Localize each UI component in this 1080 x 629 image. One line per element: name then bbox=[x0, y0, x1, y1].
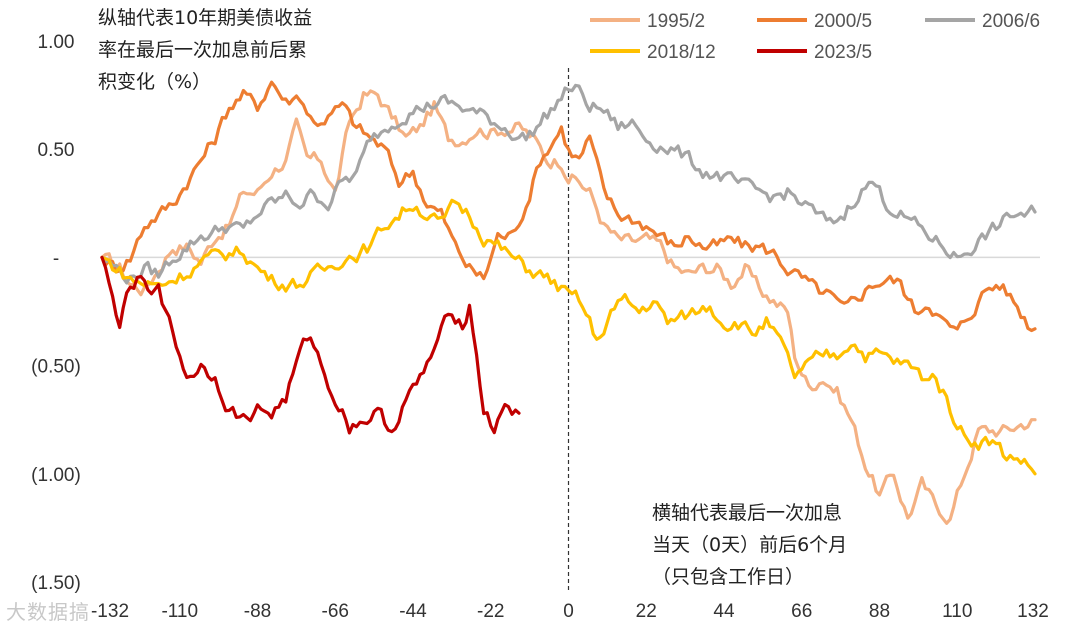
x-tick-label: 88 bbox=[869, 601, 890, 622]
y-tick-label: (1.50) bbox=[31, 573, 81, 594]
legend: 1995/2 2000/5 2006/6 2018/12 2023/5 bbox=[590, 11, 1040, 63]
x-tick-label: -110 bbox=[161, 601, 198, 622]
series-line-1995-2 bbox=[100, 89, 1037, 525]
series-line-2018-12 bbox=[100, 198, 1037, 476]
y-tick-label: (1.00) bbox=[31, 465, 81, 486]
x-axis-note-line: 当天（0天）前后6个月 bbox=[652, 534, 848, 556]
x-tick-label: -132 bbox=[91, 601, 129, 622]
y-axis-note: 纵轴代表10年期美债收益 率在最后一次加息前后累 积变化（%） bbox=[98, 2, 312, 98]
legend-label: 2018/12 bbox=[647, 42, 716, 63]
series-line-2000-5 bbox=[100, 80, 1037, 333]
series-line-2023-5 bbox=[100, 255, 521, 435]
watermark: 大数据搞 bbox=[6, 600, 90, 624]
legend-label: 2000/5 bbox=[814, 11, 872, 32]
tick-layer: 1.00 0.50 - (0.50) (1.00) (1.50) -132 -110 -88 -6… bbox=[31, 32, 1049, 622]
legend-label: 2006/6 bbox=[982, 11, 1040, 32]
series-line-2006-6 bbox=[100, 83, 1037, 285]
x-tick-label: 66 bbox=[791, 601, 812, 622]
y-tick-label: 1.00 bbox=[38, 32, 75, 53]
legend-label: 1995/2 bbox=[647, 11, 705, 32]
x-tick-label: -88 bbox=[244, 601, 271, 622]
x-tick-label: -66 bbox=[322, 601, 349, 622]
x-tick-label: 0 bbox=[563, 601, 574, 622]
x-tick-label: -22 bbox=[477, 601, 504, 622]
y-axis-note-line: 纵轴代表10年期美债收益 bbox=[98, 7, 313, 29]
x-tick-label: 22 bbox=[636, 601, 657, 622]
y-tick-label: - bbox=[53, 248, 59, 269]
series-layer bbox=[100, 80, 1037, 525]
y-tick-label: (0.50) bbox=[31, 357, 81, 378]
x-tick-label: 132 bbox=[1017, 601, 1049, 622]
x-axis-note: 横轴代表最后一次加息 当天（0天）前后6个月 （只包含工作日） bbox=[652, 497, 847, 593]
zero-line-layer bbox=[102, 68, 1040, 590]
x-tick-label: 110 bbox=[942, 601, 972, 622]
y-axis-note-line: 积变化（%） bbox=[98, 71, 212, 93]
x-axis-note-line: （只包含工作日） bbox=[652, 566, 805, 588]
y-axis-note-line: 率在最后一次加息前后累 bbox=[98, 39, 308, 61]
x-tick-label: -44 bbox=[399, 601, 427, 622]
legend-label: 2023/5 bbox=[814, 42, 872, 63]
x-axis-note-line: 横轴代表最后一次加息 bbox=[652, 502, 843, 524]
x-tick-label: 44 bbox=[713, 601, 735, 622]
y-tick-label: 0.50 bbox=[38, 140, 75, 161]
